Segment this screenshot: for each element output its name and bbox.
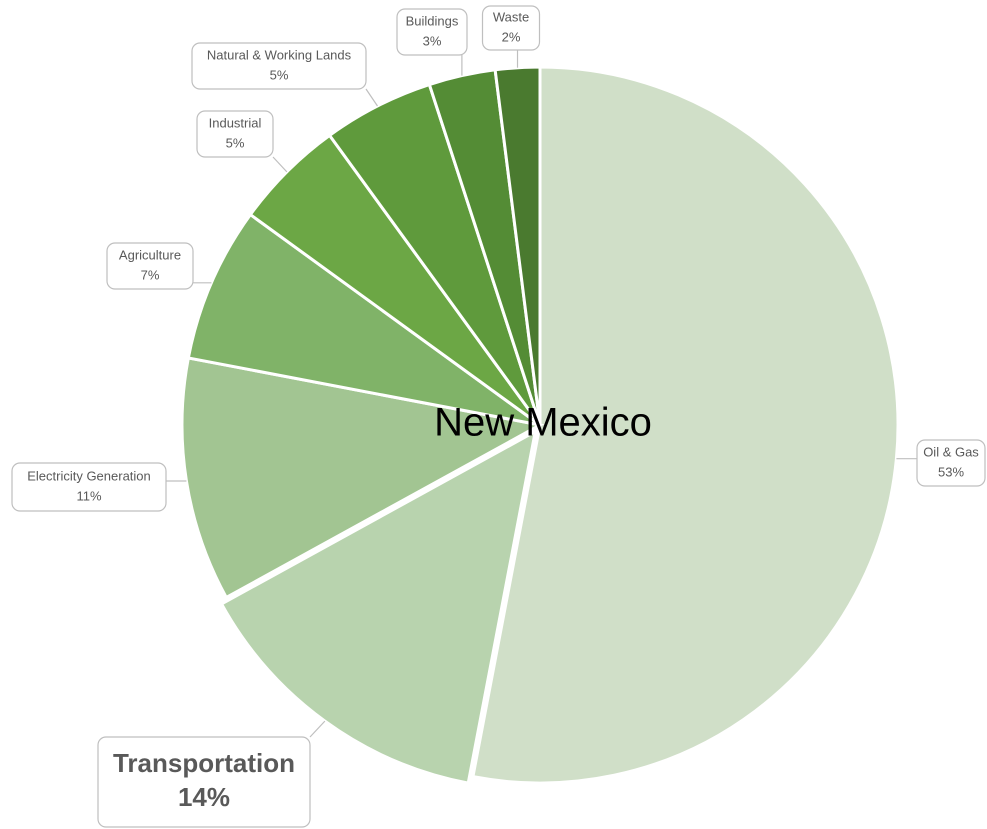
label-box (196, 110, 274, 158)
slice-value-label: 7% (141, 267, 160, 282)
slice-value-label: 5% (270, 67, 289, 82)
label-box (106, 242, 194, 290)
leader-line (309, 720, 326, 738)
slice-name: Agriculture (119, 247, 181, 262)
label-box (916, 439, 986, 487)
slice-name: Oil & Gas (923, 444, 979, 459)
slice-name: Industrial (209, 115, 262, 130)
slice-value-label: 14% (178, 782, 230, 812)
slice-value-label: 2% (502, 29, 521, 44)
label-box (481, 5, 541, 51)
label-box (11, 462, 167, 512)
pie-slice (471, 65, 900, 785)
label-box (97, 736, 311, 828)
pie-slice (186, 212, 541, 427)
slice-value-label: 53% (938, 464, 964, 479)
slice-name: Transportation (113, 748, 295, 778)
slice-name: Natural & Working Lands (207, 47, 352, 62)
label-box (191, 42, 367, 90)
label-box (396, 8, 468, 56)
slice-value-label: 5% (226, 135, 245, 150)
slice-name: Waste (493, 9, 529, 24)
slice-name: Buildings (406, 13, 459, 28)
leader-line (272, 156, 288, 173)
leader-line (365, 88, 378, 107)
chart-title: New Mexico (434, 401, 652, 445)
slice-value-label: 3% (423, 33, 442, 48)
slice-value-label: 11% (76, 488, 101, 503)
labels: Oil & Gas 53% Transportation 14% Electricity… (11, 5, 986, 828)
slice-name: Electricity Generation (27, 468, 151, 483)
slices (180, 65, 900, 785)
